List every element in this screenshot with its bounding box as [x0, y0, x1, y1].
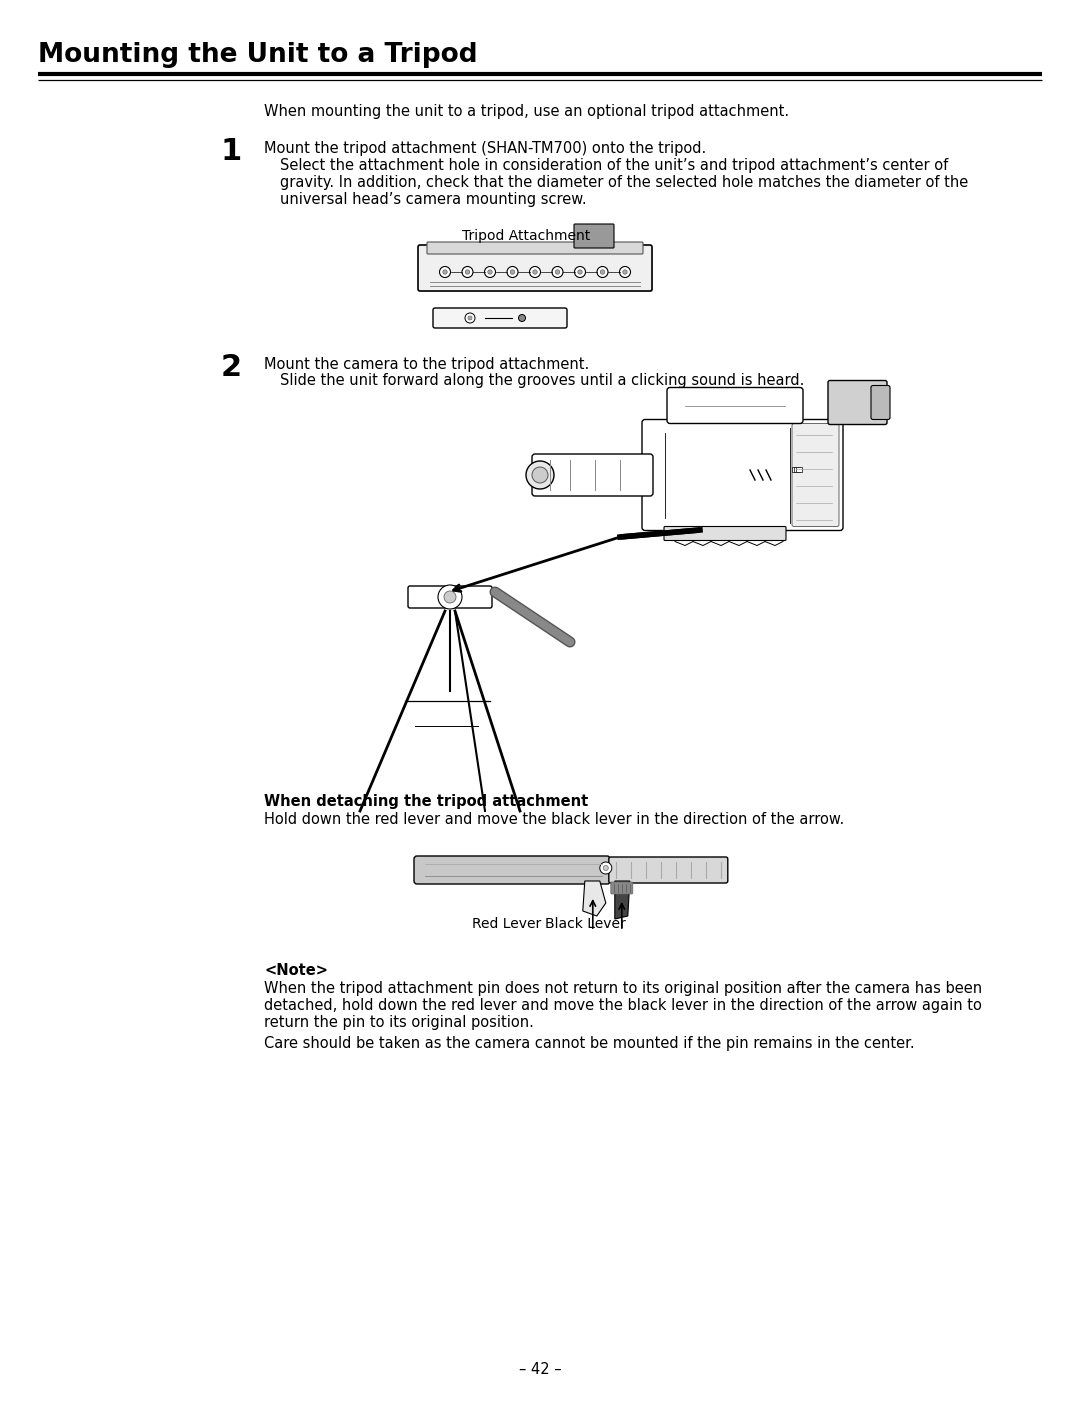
Circle shape	[532, 270, 537, 275]
Circle shape	[507, 266, 518, 277]
Text: return the pin to its original position.: return the pin to its original position.	[264, 1014, 534, 1030]
FancyBboxPatch shape	[642, 419, 843, 531]
Text: Mounting the Unit to a Tripod: Mounting the Unit to a Tripod	[38, 42, 477, 69]
FancyBboxPatch shape	[418, 245, 652, 291]
Circle shape	[555, 270, 559, 275]
Circle shape	[465, 270, 470, 275]
Text: Black Lever: Black Lever	[545, 918, 625, 932]
FancyBboxPatch shape	[792, 423, 839, 527]
FancyBboxPatch shape	[573, 224, 615, 248]
FancyBboxPatch shape	[870, 385, 890, 419]
Circle shape	[444, 591, 456, 602]
Circle shape	[443, 270, 447, 275]
Circle shape	[468, 317, 472, 319]
Bar	[792, 467, 798, 472]
Text: Tripod Attachment: Tripod Attachment	[462, 228, 591, 242]
Text: 2: 2	[221, 353, 242, 382]
Text: Red Lever: Red Lever	[472, 918, 541, 932]
Bar	[794, 467, 800, 472]
Circle shape	[488, 270, 492, 275]
FancyBboxPatch shape	[408, 586, 492, 608]
Text: – 42 –: – 42 –	[518, 1362, 562, 1377]
Text: Mount the tripod attachment (SHAN-TM700) onto the tripod.: Mount the tripod attachment (SHAN-TM700)…	[264, 142, 706, 156]
Circle shape	[532, 467, 548, 483]
Polygon shape	[615, 881, 630, 919]
Circle shape	[575, 266, 585, 277]
Text: When the tripod attachment pin does not return to its original position after th: When the tripod attachment pin does not …	[264, 981, 982, 996]
Circle shape	[604, 866, 608, 870]
Text: Mount the camera to the tripod attachment.: Mount the camera to the tripod attachmen…	[264, 357, 590, 373]
Text: detached, hold down the red lever and move the black lever in the direction of t: detached, hold down the red lever and mo…	[264, 998, 982, 1013]
Circle shape	[511, 270, 515, 275]
Text: When detaching the tripod attachment: When detaching the tripod attachment	[264, 794, 589, 808]
Circle shape	[529, 266, 540, 277]
Text: When mounting the unit to a tripod, use an optional tripod attachment.: When mounting the unit to a tripod, use …	[264, 104, 789, 119]
Circle shape	[620, 266, 631, 277]
FancyBboxPatch shape	[427, 242, 643, 254]
FancyBboxPatch shape	[611, 883, 633, 894]
Text: universal head’s camera mounting screw.: universal head’s camera mounting screw.	[280, 192, 586, 207]
Circle shape	[597, 266, 608, 277]
FancyBboxPatch shape	[664, 527, 786, 541]
Circle shape	[578, 270, 582, 275]
Text: <Note>: <Note>	[264, 962, 328, 978]
Circle shape	[600, 270, 605, 275]
Text: Slide the unit forward along the grooves until a clicking sound is heard.: Slide the unit forward along the grooves…	[280, 373, 805, 388]
Circle shape	[440, 266, 450, 277]
Circle shape	[462, 266, 473, 277]
FancyBboxPatch shape	[414, 856, 610, 884]
FancyBboxPatch shape	[532, 454, 653, 496]
Text: Care should be taken as the camera cannot be mounted if the pin remains in the c: Care should be taken as the camera canno…	[264, 1035, 915, 1051]
FancyBboxPatch shape	[828, 381, 887, 425]
Polygon shape	[583, 881, 606, 916]
FancyBboxPatch shape	[609, 857, 728, 883]
FancyBboxPatch shape	[421, 248, 653, 291]
Circle shape	[552, 266, 563, 277]
FancyBboxPatch shape	[433, 308, 567, 328]
Text: 1: 1	[221, 137, 242, 165]
Text: Select the attachment hole in consideration of the unit’s and tripod attachment’: Select the attachment hole in considerat…	[280, 158, 948, 172]
Circle shape	[465, 312, 475, 324]
FancyBboxPatch shape	[667, 388, 804, 423]
Bar	[796, 467, 802, 472]
Circle shape	[518, 314, 526, 321]
Circle shape	[599, 862, 611, 874]
Circle shape	[526, 461, 554, 489]
Circle shape	[438, 586, 462, 609]
Circle shape	[485, 266, 496, 277]
Text: Hold down the red lever and move the black lever in the direction of the arrow.: Hold down the red lever and move the bla…	[264, 813, 845, 827]
Circle shape	[623, 270, 627, 275]
Text: gravity. In addition, check that the diameter of the selected hole matches the d: gravity. In addition, check that the dia…	[280, 175, 969, 191]
